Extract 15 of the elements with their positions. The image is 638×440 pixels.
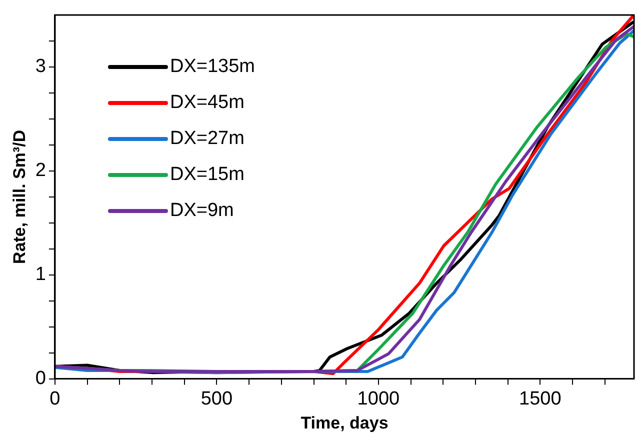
y-tick-label: 3 [35, 56, 46, 78]
legend-label: DX=135m [170, 56, 255, 78]
legend-label: DX=45m [170, 92, 244, 114]
x-tick-label: 1500 [519, 388, 562, 410]
x-axis-title: Time, days [300, 413, 388, 432]
y-tick-label: 0 [35, 368, 46, 390]
y-tick-label: 2 [35, 160, 46, 182]
x-tick-label: 0 [50, 388, 60, 410]
x-tick-label: 500 [200, 388, 233, 410]
legend-label: DX=27m [170, 128, 244, 150]
y-axis-title: Rate, mill. Sm³/D [10, 130, 29, 264]
legend-label: DX=15m [170, 164, 244, 186]
y-tick-label: 1 [35, 264, 46, 286]
legend-label: DX=9m [170, 200, 234, 222]
x-tick-label: 1000 [357, 388, 400, 410]
